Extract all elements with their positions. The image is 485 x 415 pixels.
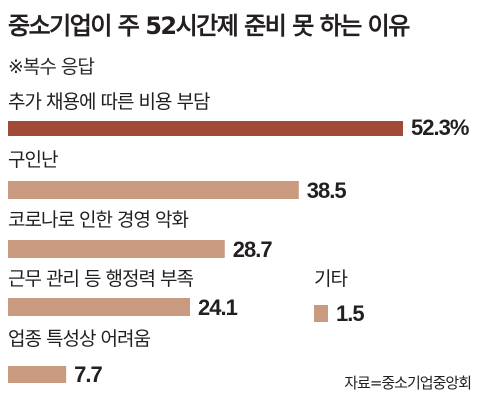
value-label: 28.7 — [233, 237, 273, 262]
chart-subtitle: ※복수 응답 — [8, 56, 95, 78]
bar — [8, 298, 191, 316]
value-label: 38.5 — [307, 178, 347, 203]
value-label: 24.1 — [198, 295, 238, 320]
value-label: 1.5 — [336, 301, 364, 326]
bar — [8, 121, 403, 136]
category-label: 근무 관리 등 행정력 부족 — [8, 268, 193, 290]
source-note: 자료=중소기업중앙회 — [344, 374, 472, 392]
bar — [8, 240, 225, 258]
bar — [8, 366, 67, 383]
category-label: 기타 — [314, 268, 347, 290]
value-label: 7.7 — [74, 362, 102, 387]
bar — [314, 305, 328, 322]
category-label: 코로나로 인한 경영 악화 — [8, 209, 188, 231]
value-label: 52.3% — [411, 115, 469, 140]
category-label: 추가 채용에 따른 비용 부담 — [8, 91, 210, 113]
category-label: 업종 특성상 어려움 — [8, 328, 150, 350]
category-label: 구인난 — [8, 149, 58, 171]
chart-title: 중소기업이 주 52시간제 준비 못 하는 이유 — [8, 12, 410, 40]
bar — [8, 181, 299, 199]
